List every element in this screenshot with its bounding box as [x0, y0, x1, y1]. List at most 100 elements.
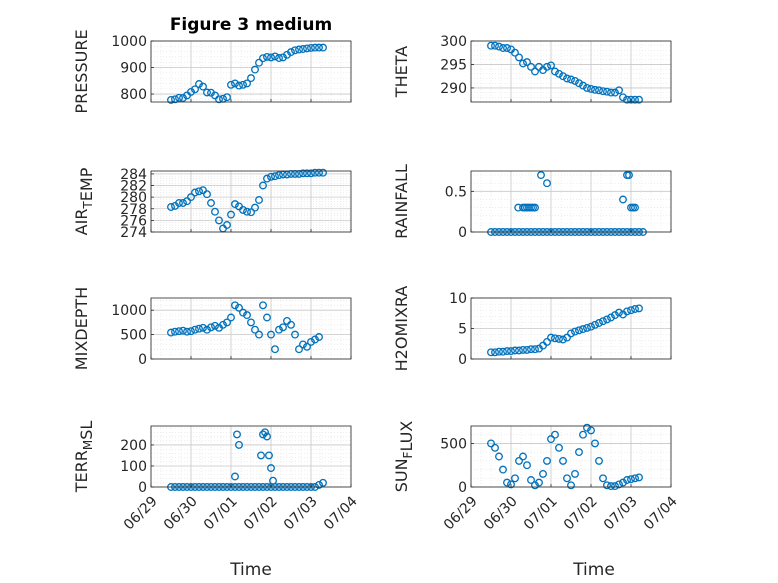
rainfall-ylabel: RAINFALL: [392, 164, 411, 239]
pressure-ytick-label: 1000: [111, 34, 147, 50]
sun-flux-point: [631, 474, 639, 483]
pressure-ytick-label: 900: [120, 61, 147, 77]
sun-flux-point: [611, 482, 619, 491]
pressure-point: [175, 93, 183, 102]
mixdepth-point: [263, 313, 271, 322]
h2omixra-series: [487, 304, 643, 357]
sun-flux-point: [595, 456, 603, 465]
sun-flux-xtick-label: 07/04: [641, 493, 681, 533]
rainfall-point: [543, 179, 551, 188]
air-temp-point: [251, 203, 259, 212]
mixdepth-point: [191, 325, 199, 334]
pressure-point: [251, 65, 259, 74]
air-temp-point: [211, 207, 219, 216]
sun-flux-point: [579, 430, 587, 439]
air-temp-point: [191, 188, 199, 197]
sun-flux-xtick-label: 06/30: [481, 493, 521, 533]
terr-msl-ylabel-part: TERR: [72, 450, 91, 493]
mixdepth-point: [307, 337, 315, 346]
air-temp-point: [311, 168, 319, 177]
theta-point: [595, 86, 603, 95]
mixdepth-point: [299, 340, 307, 349]
pressure-point: [239, 80, 247, 89]
air-temp-point: [247, 208, 255, 217]
mixdepth-point: [203, 325, 211, 334]
theta-point: [519, 59, 527, 68]
theta-ylabel-part: THETA: [392, 46, 411, 98]
h2omixra-point: [515, 346, 523, 355]
h2omixra-point: [551, 334, 559, 343]
air-temp-point: [267, 172, 275, 181]
terr-msl-point: [257, 451, 265, 460]
pressure-point: [215, 95, 223, 104]
mixdepth-ytick-label: 1000: [111, 303, 147, 319]
pressure-point: [247, 74, 255, 83]
mixdepth-point: [251, 325, 259, 334]
panel-theta: 290 295 300 THETA: [392, 34, 672, 104]
h2omixra-ytick-label: 5: [458, 322, 467, 338]
air-temp-ytick-label: 282: [120, 179, 147, 195]
air-temp-point: [307, 169, 315, 178]
air-temp-point: [299, 169, 307, 178]
air-temp-point: [187, 193, 195, 202]
mixdepth-point: [287, 320, 295, 329]
air-temp-ylabel: AIRTEMP: [72, 167, 96, 235]
h2omixra-ytick-label: 10: [449, 291, 467, 307]
h2omixra-point: [531, 345, 539, 354]
air-temp-point: [207, 199, 215, 207]
mixdepth-point: [275, 325, 283, 334]
h2omixra-point: [487, 348, 495, 357]
pressure-point: [311, 43, 319, 52]
mixdepth-point: [179, 326, 187, 335]
pressure-point: [171, 95, 179, 104]
air-temp-ylabel-part: AIR: [72, 209, 91, 236]
mixdepth-point: [303, 342, 311, 351]
theta-point: [623, 95, 631, 104]
air-temp-point: [203, 190, 211, 199]
h2omixra-point: [563, 333, 571, 342]
theta-point: [603, 87, 611, 96]
h2omixra-point: [623, 307, 631, 316]
terr-msl-point: [319, 478, 327, 487]
theta-point: [495, 42, 503, 51]
terr-msl-point: [235, 440, 243, 449]
air-temp-point: [243, 207, 251, 216]
theta-point: [515, 53, 523, 62]
sun-flux-point: [555, 443, 563, 452]
h2omixra-point: [495, 347, 503, 356]
theta-point: [491, 41, 499, 50]
pressure-ylabel: PRESSURE: [72, 29, 91, 113]
air-temp-point: [291, 169, 299, 178]
sun-flux-point: [551, 430, 559, 439]
terr-msl-ylabel-part: SL: [77, 421, 96, 440]
pressure-point: [259, 54, 267, 63]
panel-rainfall: 0 0.5 RAINFALL: [392, 164, 672, 241]
air-temp-point: [295, 169, 303, 178]
h2omixra-point: [555, 334, 563, 343]
panel-pressure: 800 900 1000 PRESSURE: [72, 29, 352, 114]
air-temp-ytick-label: 276: [120, 213, 147, 229]
air-temp-point: [303, 169, 311, 178]
air-temp-point: [263, 174, 271, 183]
sun-flux-point: [591, 439, 599, 448]
h2omixra-point: [603, 315, 611, 324]
theta-point: [503, 44, 511, 52]
sun-flux-point: [535, 478, 543, 487]
pressure-axes-box: [150, 40, 352, 103]
theta-axes-box: [470, 40, 672, 103]
rainfall-axes-box: [470, 170, 672, 233]
air-temp-ylabel-part: EMP: [77, 167, 96, 201]
sun-flux-point: [615, 480, 623, 489]
mixdepth-point: [183, 327, 191, 336]
mixdepth-point: [211, 321, 219, 330]
sun-flux-point: [623, 476, 631, 484]
terr-msl-point: [315, 480, 323, 489]
sun-flux-ylabel-part: SUN: [392, 458, 411, 492]
mixdepth-series: [167, 301, 323, 354]
x-axis-label-left: Time: [229, 560, 272, 580]
theta-point: [567, 75, 575, 84]
terr-msl-ytick-label: 200: [120, 438, 147, 454]
h2omixra-point: [615, 308, 623, 317]
theta-point: [635, 95, 643, 104]
